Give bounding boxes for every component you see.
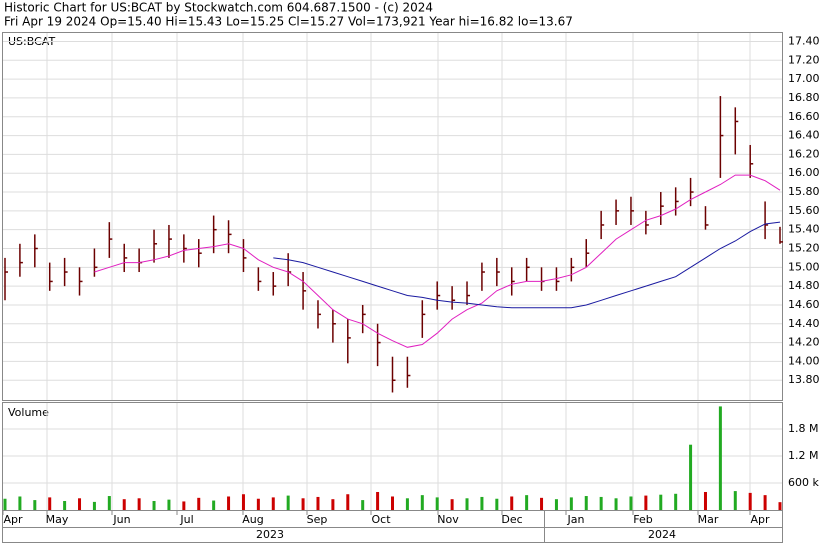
y-tick-label: 16.20 xyxy=(788,147,820,160)
volume-bar xyxy=(495,498,499,510)
x-tick-label: May xyxy=(46,513,69,526)
volume-bar xyxy=(331,499,335,510)
volume-bar xyxy=(748,492,752,510)
volume-bar xyxy=(569,497,573,510)
volume-label: Volume xyxy=(8,406,49,419)
y-tick-label: 14.60 xyxy=(788,298,820,311)
volume-bar xyxy=(540,497,544,510)
volume-bar xyxy=(733,491,737,510)
volume-tick-label: 600 k xyxy=(788,476,819,489)
volume-bar xyxy=(256,498,260,510)
volume-tick-label: 1.8 M xyxy=(788,422,818,435)
volume-bar xyxy=(3,498,7,510)
y-tick-label: 17.40 xyxy=(788,34,820,47)
volume-bar xyxy=(48,497,52,510)
volume-bar xyxy=(241,494,245,510)
volume-bar xyxy=(689,444,693,510)
y-tick-label: 16.80 xyxy=(788,91,820,104)
x-tick-label: Apr xyxy=(3,513,23,526)
y-tick-label: 15.20 xyxy=(788,241,820,254)
x-tick-label: Feb xyxy=(633,513,652,526)
y-tick-label: 15.40 xyxy=(788,223,820,236)
volume-bar xyxy=(107,496,111,510)
y-tick-label: 14.00 xyxy=(788,354,820,367)
x-tick-label: Jan xyxy=(567,513,585,526)
volume-bar xyxy=(376,491,380,510)
moving-average xyxy=(94,174,781,348)
volume-bar xyxy=(584,496,588,510)
volume-bar xyxy=(614,498,618,510)
volume-bar xyxy=(92,501,96,510)
moving-average xyxy=(273,221,781,309)
y-tick-label: 16.40 xyxy=(788,129,820,142)
volume-bar xyxy=(137,498,141,510)
volume-bar xyxy=(197,497,201,510)
y-tick-label: 14.40 xyxy=(788,317,820,330)
volume-bar xyxy=(480,496,484,510)
price-panel xyxy=(2,32,783,401)
volume-bar xyxy=(182,501,186,510)
chart-title: Historic Chart for US:BCAT by Stockwatch… xyxy=(4,1,433,15)
x-tick-label: Jun xyxy=(112,513,130,526)
y-tick-label: 17.00 xyxy=(788,72,820,85)
x-tick-label: Apr xyxy=(750,513,770,526)
volume-bar xyxy=(78,498,82,510)
volume-bar xyxy=(778,502,782,510)
volume-bar xyxy=(152,500,156,510)
volume-bar xyxy=(271,497,275,510)
volume-bar xyxy=(465,498,469,510)
volume-bar xyxy=(212,500,216,510)
x-tick-label: Mar xyxy=(698,513,719,526)
volume-bar xyxy=(167,499,171,510)
volume-tick-label: 1.2 M xyxy=(788,449,818,462)
year-label: 2024 xyxy=(648,528,676,541)
volume-bar xyxy=(644,495,648,510)
y-tick-label: 15.80 xyxy=(788,185,820,198)
volume-bar xyxy=(33,500,37,510)
volume-bar xyxy=(435,497,439,510)
volume-bar xyxy=(599,496,603,510)
volume-bar xyxy=(659,494,663,510)
x-tick-label: Oct xyxy=(371,513,391,526)
y-tick-label: 15.60 xyxy=(788,204,820,217)
x-tick-label: Sep xyxy=(307,513,328,526)
volume-bar xyxy=(63,500,67,510)
volume-bar xyxy=(510,496,514,510)
y-tick-label: 14.20 xyxy=(788,336,820,349)
y-tick-label: 15.00 xyxy=(788,260,820,273)
y-tick-label: 16.00 xyxy=(788,166,820,179)
volume-bar xyxy=(554,499,558,510)
chart-subtitle: Fri Apr 19 2024 Op=15.40 Hi=15.43 Lo=15.… xyxy=(4,15,573,29)
volume-bar xyxy=(361,500,365,510)
volume-bar xyxy=(286,495,290,510)
x-tick-label: Jul xyxy=(179,513,193,526)
y-tick-label: 16.60 xyxy=(788,110,820,123)
volume-bar xyxy=(525,495,529,510)
x-tick-label: Aug xyxy=(242,513,263,526)
x-tick-label: Nov xyxy=(437,513,459,526)
volume-bar xyxy=(450,499,454,510)
volume-bar xyxy=(405,498,409,510)
volume-bar xyxy=(122,499,126,510)
volume-bar xyxy=(629,496,633,510)
year-label: 2023 xyxy=(256,528,284,541)
volume-bar xyxy=(674,493,678,510)
y-tick-label: 14.80 xyxy=(788,279,820,292)
volume-bar xyxy=(718,406,722,510)
x-tick-label: Dec xyxy=(501,513,522,526)
volume-bar xyxy=(18,496,22,510)
volume-bar xyxy=(316,496,320,510)
volume-bar xyxy=(391,496,394,510)
volume-bar xyxy=(227,496,231,510)
volume-bar xyxy=(346,494,350,510)
volume-bar xyxy=(420,495,424,510)
y-tick-label: 17.20 xyxy=(788,53,820,66)
volume-bar xyxy=(763,495,767,510)
y-tick-label: 13.80 xyxy=(788,373,820,386)
volume-bar xyxy=(301,498,305,510)
volume-bar xyxy=(703,491,707,510)
